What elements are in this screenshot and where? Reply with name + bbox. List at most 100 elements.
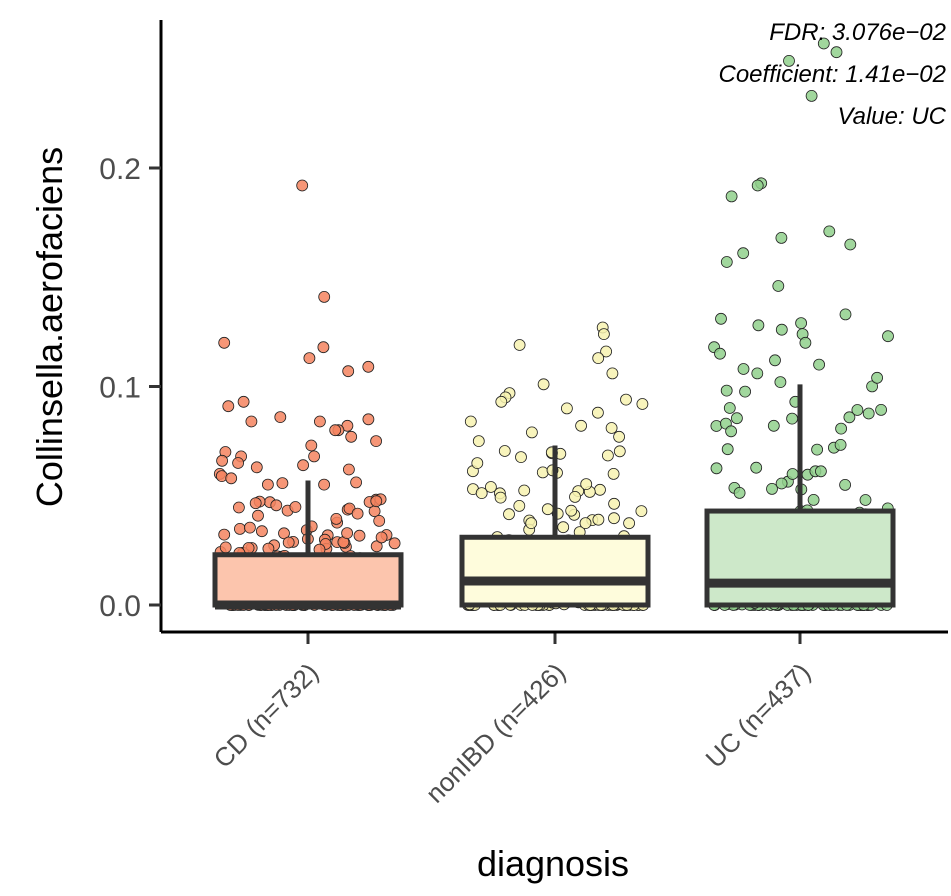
data-point [303, 352, 316, 365]
data-point [561, 402, 573, 415]
data-point [830, 46, 843, 59]
data-point [216, 454, 229, 467]
data-point [373, 515, 386, 527]
data-point [737, 247, 750, 260]
data-point [276, 477, 289, 490]
value-annotation: Value: UC [838, 103, 947, 130]
data-point [795, 317, 807, 330]
data-point [882, 330, 894, 343]
data-point [580, 478, 593, 491]
data-point [844, 238, 857, 251]
data-point [475, 487, 488, 500]
data-point [575, 419, 587, 432]
data-point [750, 461, 763, 474]
data-point [592, 406, 604, 419]
x-tick-label: nonIBD (n=426) [420, 657, 572, 809]
data-point [370, 435, 383, 448]
data-point [843, 411, 856, 424]
data-point [751, 179, 764, 192]
data-point [731, 412, 743, 425]
data-point [725, 190, 738, 203]
data-point [839, 478, 851, 491]
data-point [635, 505, 648, 518]
box-outline [459, 534, 651, 608]
coefficient-annotation: Coefficient: 1.41e−02 [719, 61, 947, 88]
data-point [811, 443, 823, 456]
data-point [862, 407, 875, 420]
data-point [515, 451, 527, 464]
data-point [525, 517, 538, 529]
data-point [362, 360, 375, 373]
box-fill [462, 537, 648, 605]
data-point [388, 537, 401, 550]
data-point [769, 354, 781, 367]
data-point [289, 501, 302, 513]
data-point [767, 419, 780, 432]
x-axis-title: diagnosis [477, 843, 629, 884]
box-0 [212, 480, 404, 610]
data-point [608, 497, 620, 510]
data-point [270, 499, 283, 512]
data-point [823, 225, 836, 238]
data-point [222, 400, 235, 413]
data-point [237, 395, 250, 408]
data-point [353, 529, 366, 542]
data-point [715, 312, 727, 325]
data-point [274, 411, 287, 424]
box-2 [704, 384, 896, 608]
box-fill [215, 554, 401, 605]
data-point [613, 430, 625, 443]
data-point [471, 457, 484, 470]
data-point [495, 395, 508, 408]
data-point [218, 528, 231, 541]
data-point [342, 463, 355, 476]
data-point [751, 367, 764, 380]
data-point [875, 403, 887, 416]
data-point [839, 308, 852, 321]
data-point [620, 393, 632, 406]
data-point [472, 435, 485, 448]
data-point [362, 413, 375, 426]
data-point [786, 468, 799, 480]
data-point [775, 477, 788, 490]
data-point [341, 527, 354, 539]
data-point [623, 517, 635, 530]
data-point [518, 484, 531, 497]
data-point [569, 490, 581, 503]
data-point [805, 90, 818, 102]
data-point [329, 424, 342, 437]
y-tick-label: 0.2 [99, 153, 141, 186]
data-point [592, 513, 605, 526]
data-point [219, 541, 232, 554]
data-point [775, 231, 788, 244]
data-point [815, 465, 827, 478]
data-point [225, 472, 238, 485]
data-point [464, 415, 477, 428]
data-point [799, 336, 812, 349]
data-point [565, 504, 578, 517]
data-point [498, 445, 511, 457]
box-1 [459, 445, 651, 608]
data-point [232, 457, 245, 469]
data-point [739, 385, 751, 398]
box-layer [212, 384, 896, 610]
data-point [786, 412, 798, 425]
data-point [721, 443, 734, 456]
data-point [218, 336, 231, 349]
data-point [605, 422, 618, 434]
data-point [252, 509, 264, 522]
data-point [350, 476, 363, 489]
fdr-annotation: FDR: 3.076e−02 [769, 19, 946, 46]
data-point [317, 341, 330, 354]
axes-layer: CD (n=732) nonIBD (n=426) UC (n=437) 0.0 0.1… [99, 20, 948, 809]
data-point [813, 358, 825, 371]
annotation-layer: FDR: 3.076e−02 Coefficient: 1.41e−02 Val… [719, 19, 947, 130]
data-point [775, 323, 788, 336]
data-point [594, 483, 606, 496]
data-point [513, 339, 526, 351]
data-point [278, 527, 290, 540]
data-point [600, 345, 612, 358]
data-point [783, 55, 795, 67]
data-point [608, 512, 620, 525]
